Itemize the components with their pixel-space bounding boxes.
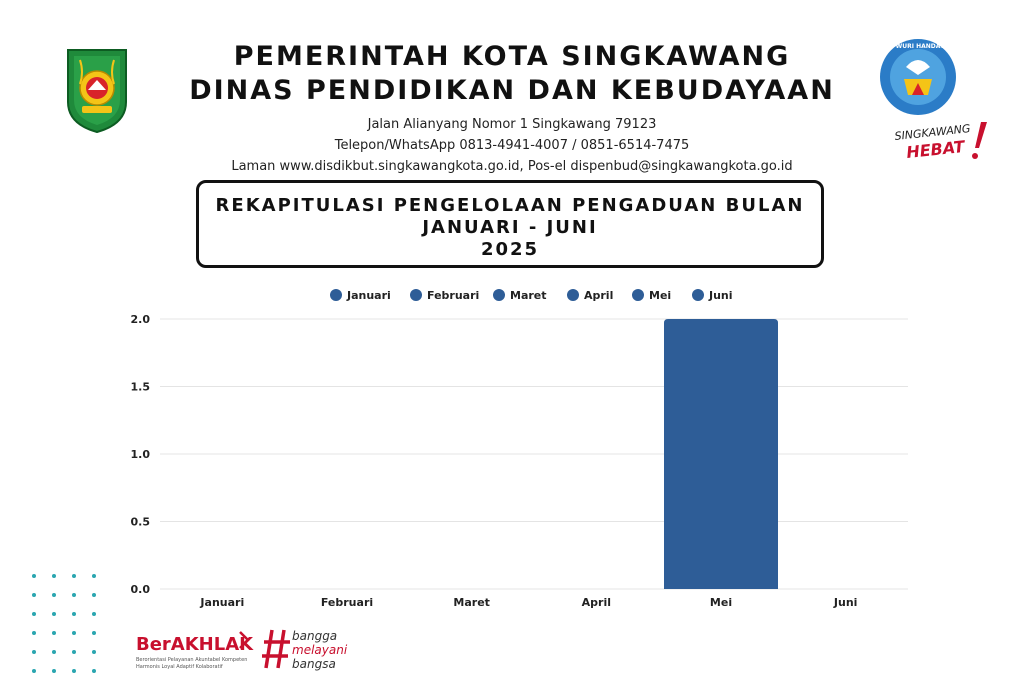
dot: [32, 574, 36, 578]
berakhlak-sub2: Harmonis Loyal Adaptif Kolaboratif: [136, 664, 223, 670]
berakhlak-title: BerAKHLAK: [136, 634, 254, 655]
dot: [72, 669, 76, 673]
dot: [32, 650, 36, 654]
y-tick-label: 1.5: [131, 381, 151, 394]
legend-item-februari: Februari: [410, 289, 479, 302]
dot: [92, 574, 96, 578]
tut-wuri-text: TUT WURI HANDAYANI: [881, 43, 956, 50]
dot: [52, 631, 56, 635]
dot: [32, 593, 36, 597]
legend-label: Januari: [346, 289, 391, 302]
x-tick-label-februari: Februari: [321, 596, 373, 609]
phone-line: Telepon/WhatsApp 0813-4941-4007 / 0851-6…: [334, 138, 690, 153]
bangga-melayani-bangsa-logo: bangga melayani bangsa: [262, 629, 348, 671]
y-tick-label: 0.5: [131, 516, 151, 529]
berakhlak-logo: BerAKHLAK Berorientasi Pelayanan Akuntab…: [136, 631, 254, 670]
bangga-line2: melayani: [292, 643, 348, 657]
tut-wuri-handayani-emblem-icon: TUT WURI HANDAYANI: [880, 39, 956, 115]
title-line2: JANUARI - JUNI: [422, 217, 598, 238]
chart-title-box: REKAPITULASI PENGELOLAAN PENGADUAN BULAN…: [196, 180, 824, 268]
title-line1: REKAPITULASI PENGELOLAAN PENGADUAN BULAN: [215, 195, 805, 216]
x-tick-label-mei: Mei: [710, 596, 732, 609]
y-tick-label: 1.0: [131, 448, 151, 461]
dot: [92, 650, 96, 654]
singkawang-hebat-logo: SINGKAWANG HEBAT: [894, 122, 987, 162]
legend-label: Juni: [708, 289, 733, 302]
legend-item-mei: Mei: [632, 289, 671, 302]
gridlines: [160, 318, 908, 590]
x-tick-label-juni: Juni: [833, 596, 858, 609]
legend-item-juni: Juni: [692, 289, 733, 302]
bangga-line1: bangga: [292, 629, 337, 643]
legend-marker: [567, 289, 579, 301]
berakhlak-sub1: Berorientasi Pelayanan Akuntabel Kompete…: [136, 657, 247, 663]
dot: [52, 650, 56, 654]
x-tick-label-april: April: [582, 596, 611, 609]
dot: [52, 612, 56, 616]
bangga-line3: bangsa: [292, 657, 336, 671]
legend-label: Februari: [427, 289, 479, 302]
legend-label: Mei: [649, 289, 671, 302]
dot: [52, 574, 56, 578]
dot: [92, 593, 96, 597]
x-axis-ticks: Januari Februari Maret April Mei Juni: [199, 596, 857, 609]
legend-marker: [330, 289, 342, 301]
address-line: Jalan Alianyang Nomor 1 Singkawang 79123: [367, 117, 657, 132]
y-axis-ticks: 0.0 0.5 1.0 1.5 2.0: [131, 313, 151, 596]
dot: [32, 612, 36, 616]
kota-singkawang-emblem-icon: [67, 49, 127, 134]
x-tick-label-januari: Januari: [199, 596, 244, 609]
legend-label: April: [584, 289, 613, 302]
dot: [92, 612, 96, 616]
department-title: DINAS PENDIDIKAN DAN KEBUDAYAAN: [189, 75, 835, 106]
dot: [32, 669, 36, 673]
bar-mei: [664, 319, 778, 589]
dot: [52, 593, 56, 597]
dot: [72, 612, 76, 616]
dot: [92, 631, 96, 635]
dot: [92, 669, 96, 673]
legend-item-april: April: [567, 289, 613, 302]
y-tick-label: 0.0: [131, 583, 151, 596]
legend-label: Maret: [510, 289, 547, 302]
legend-item-maret: Maret: [493, 289, 547, 302]
legend-marker: [493, 289, 505, 301]
legend: Januari Februari Maret April Mei Juni: [330, 289, 733, 302]
dot: [32, 631, 36, 635]
y-tick-label: 2.0: [131, 313, 151, 326]
dot: [72, 574, 76, 578]
legend-marker: [410, 289, 422, 301]
bars: [664, 319, 778, 589]
letterhead: PEMERINTAH KOTA SINGKAWANG DINAS PENDIDI…: [140, 40, 884, 177]
government-title: PEMERINTAH KOTA SINGKAWANG: [233, 41, 791, 72]
hashtag-icon: [262, 629, 290, 669]
title-line3: 2025: [480, 239, 540, 260]
dot: [72, 631, 76, 635]
decorative-dot-grid: [32, 574, 96, 673]
legend-item-januari: Januari: [330, 289, 391, 302]
dot: [52, 669, 56, 673]
legend-marker: [692, 289, 704, 301]
dot: [72, 650, 76, 654]
legend-marker: [632, 289, 644, 301]
web-line: Laman www.disdikbut.singkawangkota.go.id…: [231, 159, 793, 174]
x-tick-label-maret: Maret: [453, 596, 490, 609]
dot: [72, 593, 76, 597]
